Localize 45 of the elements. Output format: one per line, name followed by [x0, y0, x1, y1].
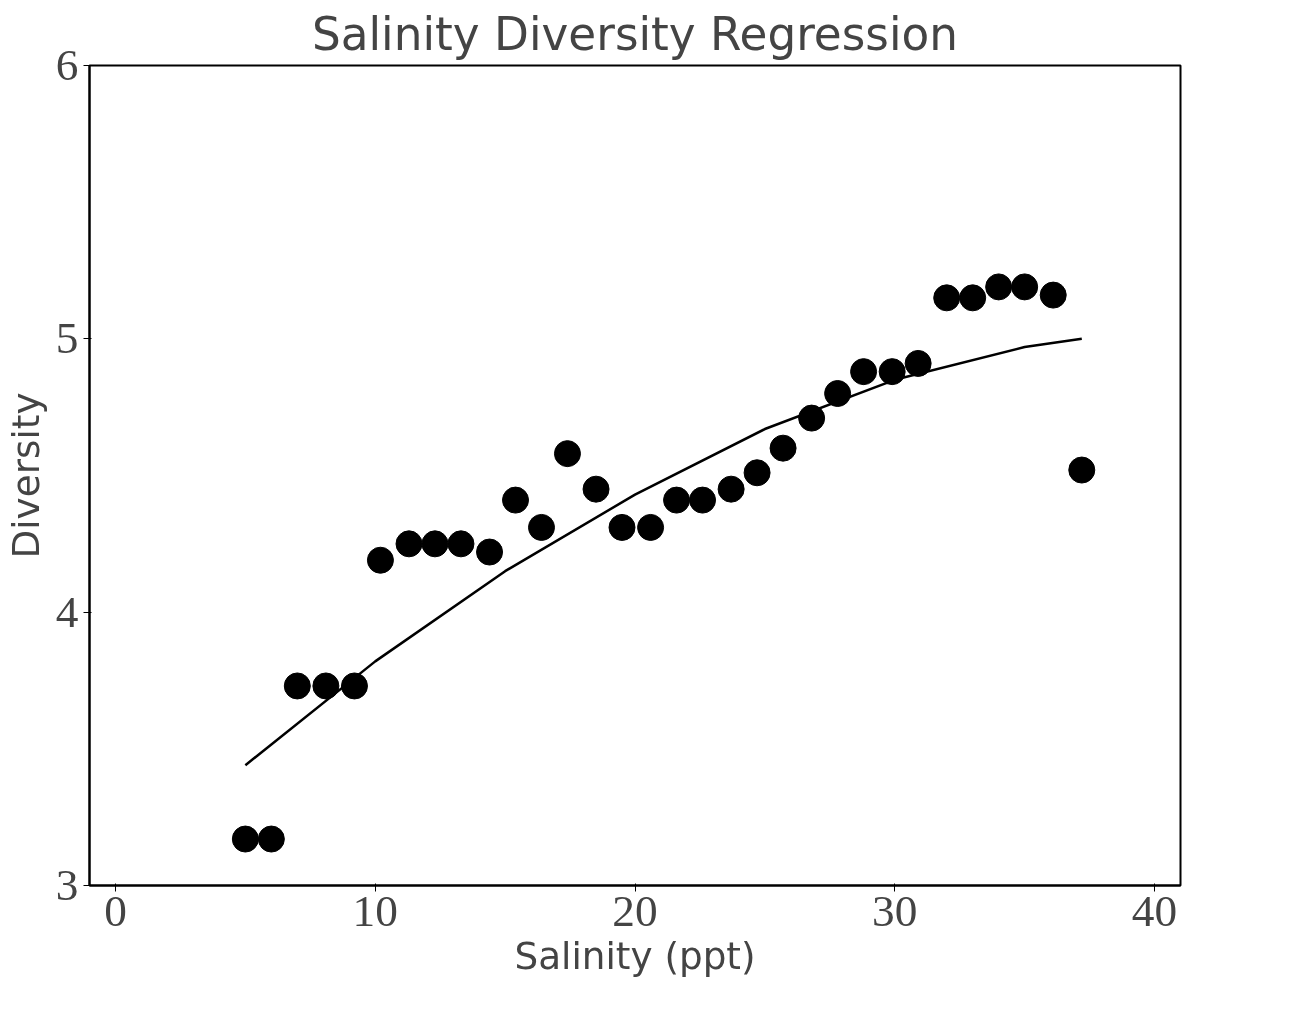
y-axis-title: Diversity — [3, 392, 48, 559]
point — [582, 475, 610, 503]
y-tick-label: 3 — [55, 860, 79, 910]
point — [743, 459, 771, 487]
point — [933, 284, 961, 312]
point — [717, 475, 745, 503]
point — [340, 672, 368, 700]
point — [553, 440, 581, 468]
point — [395, 530, 423, 558]
point — [637, 513, 665, 541]
line-series — [244, 337, 1084, 767]
point — [283, 672, 311, 700]
y-tick-label: 6 — [55, 40, 79, 90]
x-tick-label: 10 — [352, 885, 398, 936]
x-tick-label: 40 — [1131, 885, 1178, 936]
point — [798, 404, 826, 432]
point — [689, 486, 717, 514]
chart-title: Salinity Diversity Regression — [311, 7, 959, 61]
point — [1039, 281, 1067, 309]
y-tick-label: 4 — [55, 586, 79, 637]
point — [824, 380, 852, 407]
point — [878, 358, 906, 386]
point — [1068, 456, 1096, 484]
point — [959, 284, 987, 312]
y-tick-label: 5 — [55, 313, 79, 364]
point — [366, 546, 394, 574]
point — [257, 825, 285, 853]
point — [312, 672, 340, 700]
point — [904, 349, 932, 377]
x-tick-label: 0 — [104, 885, 127, 936]
point — [663, 486, 691, 514]
point — [608, 513, 636, 541]
point — [1011, 273, 1039, 301]
point — [502, 486, 530, 514]
point — [769, 434, 797, 462]
point — [527, 513, 555, 541]
point — [421, 530, 449, 558]
point — [476, 538, 504, 566]
point — [231, 825, 259, 853]
x-tick-label: 20 — [612, 885, 658, 936]
x-tick-label: 30 — [872, 885, 918, 936]
point — [985, 273, 1013, 301]
point — [850, 358, 878, 386]
x-axis-title: Salinity (ppt) — [514, 933, 756, 978]
point — [447, 530, 475, 558]
